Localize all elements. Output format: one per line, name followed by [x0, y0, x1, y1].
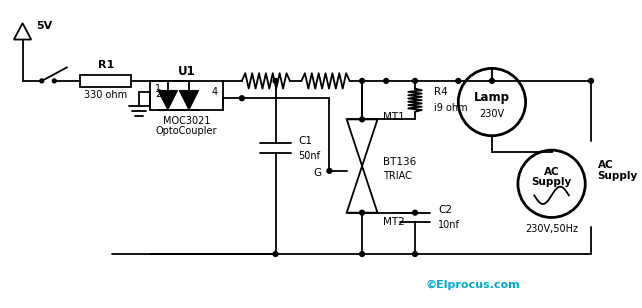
Text: G: G — [314, 168, 322, 178]
Circle shape — [360, 252, 365, 257]
Text: AC: AC — [598, 160, 613, 170]
Circle shape — [413, 210, 417, 215]
Polygon shape — [179, 91, 198, 110]
Text: Lamp: Lamp — [474, 91, 510, 104]
Text: MT1: MT1 — [383, 112, 405, 123]
Text: 1: 1 — [155, 83, 161, 94]
Polygon shape — [158, 91, 177, 110]
Text: C2: C2 — [438, 205, 452, 215]
Text: 230V: 230V — [480, 109, 505, 119]
Bar — [80, 75, 131, 87]
Circle shape — [360, 210, 365, 215]
Text: 5V: 5V — [36, 21, 52, 31]
Circle shape — [456, 79, 461, 83]
Text: MT2: MT2 — [383, 217, 405, 227]
Circle shape — [53, 79, 56, 83]
Circle shape — [360, 117, 365, 122]
Text: 330 ohm: 330 ohm — [84, 90, 127, 100]
Text: OptoCoupler: OptoCoupler — [156, 126, 217, 136]
Circle shape — [327, 168, 332, 173]
Circle shape — [413, 252, 417, 257]
Text: 230V,50Hz: 230V,50Hz — [525, 224, 578, 234]
Circle shape — [490, 79, 494, 83]
Text: U1: U1 — [178, 65, 195, 78]
Text: C1: C1 — [299, 136, 313, 146]
Circle shape — [239, 96, 244, 101]
Circle shape — [273, 79, 278, 83]
Text: 50nf: 50nf — [299, 151, 320, 161]
Text: TRIAC: TRIAC — [383, 171, 412, 180]
Text: Supply: Supply — [598, 171, 638, 181]
Text: 10nf: 10nf — [438, 220, 460, 230]
Bar — [150, 81, 223, 110]
Circle shape — [273, 252, 278, 257]
Text: 4: 4 — [212, 87, 218, 97]
Text: MOC3021: MOC3021 — [163, 116, 211, 126]
Text: R1: R1 — [98, 59, 114, 70]
Circle shape — [589, 79, 593, 83]
Circle shape — [40, 79, 44, 83]
Text: 2: 2 — [155, 89, 161, 99]
Text: AC: AC — [544, 167, 559, 177]
Text: i9 ohm: i9 ohm — [434, 103, 468, 113]
Text: Supply: Supply — [532, 177, 571, 187]
Text: R4: R4 — [434, 87, 448, 97]
Circle shape — [384, 79, 388, 83]
Text: BT136: BT136 — [383, 157, 417, 167]
Circle shape — [413, 79, 417, 83]
Text: ©Elprocus.com: ©Elprocus.com — [426, 280, 520, 290]
Circle shape — [360, 79, 365, 83]
